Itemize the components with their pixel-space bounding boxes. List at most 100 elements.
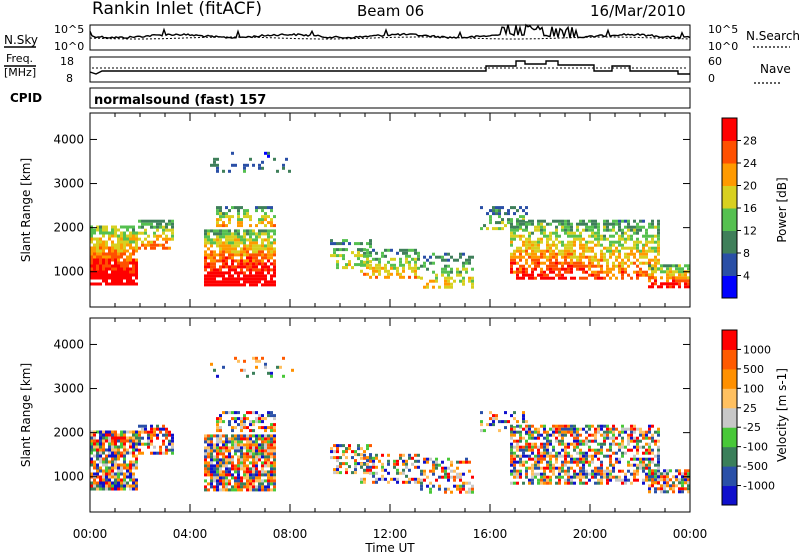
echo-cell bbox=[123, 261, 126, 265]
echo-cell bbox=[243, 163, 246, 167]
echo-cell bbox=[222, 277, 225, 281]
echo-cell bbox=[576, 228, 579, 232]
echo-cell bbox=[648, 222, 651, 226]
echo-cell bbox=[540, 231, 543, 235]
echo-cell bbox=[519, 469, 522, 473]
echo-cell bbox=[231, 215, 234, 219]
echo-cell bbox=[120, 252, 123, 256]
echo-cell bbox=[354, 254, 357, 258]
echo-cell bbox=[558, 427, 561, 431]
echo-cell bbox=[237, 437, 240, 441]
echo-cell bbox=[660, 472, 663, 476]
echo-cell bbox=[129, 252, 132, 256]
echo-cell bbox=[234, 443, 237, 447]
echo-cell bbox=[99, 267, 102, 271]
echo-cell bbox=[510, 240, 513, 244]
echo-cell bbox=[129, 267, 132, 271]
echo-cell bbox=[540, 478, 543, 482]
echo-cell bbox=[681, 273, 684, 277]
echo-cell bbox=[636, 472, 639, 476]
echo-cell bbox=[564, 258, 567, 262]
echo-cell bbox=[465, 261, 468, 265]
echo-cell bbox=[267, 414, 270, 418]
echo-cell bbox=[615, 255, 618, 259]
echo-cell bbox=[438, 487, 441, 491]
echo-cell bbox=[105, 481, 108, 485]
echo-cell bbox=[684, 487, 687, 491]
echo-cell bbox=[576, 445, 579, 449]
echo-cell bbox=[216, 271, 219, 275]
echo-cell bbox=[546, 436, 549, 440]
echo-cell bbox=[207, 449, 210, 453]
echo-cell bbox=[114, 243, 117, 247]
echo-cell bbox=[552, 433, 555, 437]
echo-cell bbox=[210, 452, 213, 456]
echo-cell bbox=[630, 448, 633, 452]
echo-cell bbox=[162, 228, 165, 232]
echo-cell bbox=[219, 470, 222, 474]
echo-cell bbox=[591, 264, 594, 268]
echo-cell bbox=[609, 430, 612, 434]
echo-cell bbox=[660, 285, 663, 289]
echo-cell bbox=[207, 440, 210, 444]
echo-cell bbox=[555, 460, 558, 464]
echo-cell bbox=[450, 463, 453, 467]
echo-cell bbox=[231, 426, 234, 430]
echo-cell bbox=[612, 424, 615, 428]
echo-cell bbox=[255, 359, 258, 363]
echo-cell bbox=[582, 246, 585, 250]
echo-cell bbox=[654, 478, 657, 482]
echo-cell bbox=[459, 490, 462, 494]
echo-cell bbox=[237, 235, 240, 239]
echo-cell bbox=[255, 464, 258, 468]
echo-cell bbox=[339, 465, 342, 469]
echo-cell bbox=[348, 263, 351, 267]
echo-cell bbox=[546, 445, 549, 449]
echo-cell bbox=[264, 446, 267, 450]
echo-cell bbox=[597, 264, 600, 268]
echo-cell bbox=[522, 481, 525, 485]
echo-cell bbox=[249, 157, 252, 161]
echo-cell bbox=[243, 434, 246, 438]
echo-cell bbox=[555, 466, 558, 470]
echo-cell bbox=[207, 262, 210, 266]
echo-cell bbox=[249, 452, 252, 456]
echo-cell bbox=[540, 433, 543, 437]
echo-cell bbox=[486, 212, 489, 216]
echo-cell bbox=[129, 436, 132, 440]
echo-cell bbox=[264, 479, 267, 483]
echo-cell bbox=[153, 246, 156, 250]
echo-cell bbox=[519, 276, 522, 280]
echo-cell bbox=[252, 241, 255, 245]
echo-cell bbox=[513, 466, 516, 470]
echo-cell bbox=[594, 225, 597, 229]
echo-cell bbox=[525, 221, 528, 225]
echo-cell bbox=[456, 273, 459, 277]
echo-cell bbox=[246, 470, 249, 474]
echo-cell bbox=[336, 471, 339, 475]
echo-cell bbox=[105, 228, 108, 232]
echo-cell bbox=[546, 246, 549, 250]
echo-cell bbox=[549, 478, 552, 482]
echo-cell bbox=[105, 487, 108, 491]
echo-cell bbox=[516, 209, 519, 213]
echo-cell bbox=[519, 255, 522, 259]
echo-cell bbox=[252, 488, 255, 492]
echo-cell bbox=[414, 465, 417, 469]
echo-cell bbox=[555, 475, 558, 479]
echo-cell bbox=[264, 417, 267, 421]
echo-cell bbox=[210, 482, 213, 486]
echo-cell bbox=[216, 244, 219, 248]
echo-cell bbox=[213, 262, 216, 266]
echo-cell bbox=[543, 445, 546, 449]
echo-cell bbox=[207, 229, 210, 233]
echo-cell bbox=[213, 473, 216, 477]
echo-cell bbox=[396, 468, 399, 472]
echo-cell bbox=[231, 437, 234, 441]
echo-cell bbox=[225, 440, 228, 444]
echo-cell bbox=[444, 264, 447, 268]
echo-cell bbox=[642, 433, 645, 437]
echo-cell bbox=[687, 487, 690, 491]
echo-cell bbox=[651, 475, 654, 479]
